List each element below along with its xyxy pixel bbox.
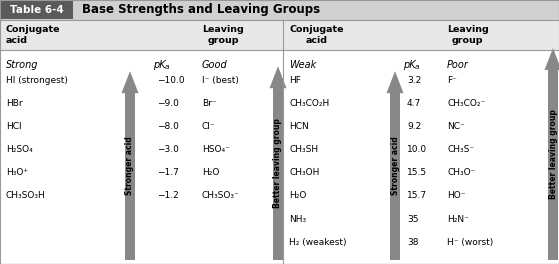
Text: −1.7: −1.7 bbox=[157, 168, 179, 177]
Text: HCN: HCN bbox=[289, 122, 309, 131]
Text: H⁻ (worst): H⁻ (worst) bbox=[447, 238, 493, 247]
Text: F⁻: F⁻ bbox=[447, 76, 457, 84]
Polygon shape bbox=[386, 71, 404, 93]
Text: HSO₄⁻: HSO₄⁻ bbox=[202, 145, 230, 154]
Text: Conjugate
acid: Conjugate acid bbox=[6, 25, 60, 45]
Bar bbox=[125, 93, 135, 260]
Bar bbox=[1, 1, 73, 19]
Text: Better leaving group: Better leaving group bbox=[273, 118, 282, 208]
Text: Stronger acid: Stronger acid bbox=[391, 136, 400, 195]
Text: 15.5: 15.5 bbox=[407, 168, 427, 177]
Text: CH₃SH: CH₃SH bbox=[289, 145, 318, 154]
Text: Table 6-4: Table 6-4 bbox=[10, 5, 64, 15]
Text: CH₃SO₃⁻: CH₃SO₃⁻ bbox=[202, 191, 240, 200]
Text: HI (strongest): HI (strongest) bbox=[6, 76, 68, 84]
Text: Leaving
group: Leaving group bbox=[447, 25, 489, 45]
Text: H₃O⁺: H₃O⁺ bbox=[6, 168, 28, 177]
Text: 9.2: 9.2 bbox=[407, 122, 421, 131]
Text: 10.0: 10.0 bbox=[407, 145, 427, 154]
Bar bbox=[0, 50, 559, 263]
Text: −10.0: −10.0 bbox=[157, 76, 184, 84]
Polygon shape bbox=[269, 66, 287, 88]
Text: HBr: HBr bbox=[6, 99, 22, 108]
Text: Stronger acid: Stronger acid bbox=[126, 136, 135, 195]
Text: Base Strengths and Leaving Groups: Base Strengths and Leaving Groups bbox=[82, 3, 320, 16]
Text: a: a bbox=[415, 64, 419, 69]
Bar bbox=[0, 20, 559, 50]
Text: −3.0: −3.0 bbox=[157, 145, 179, 154]
Bar bbox=[390, 93, 400, 260]
Text: Cl⁻: Cl⁻ bbox=[202, 122, 216, 131]
Text: −8.0: −8.0 bbox=[157, 122, 179, 131]
Text: 4.7: 4.7 bbox=[407, 99, 421, 108]
Text: H₂ (weakest): H₂ (weakest) bbox=[289, 238, 347, 247]
Bar bbox=[273, 88, 283, 260]
Text: Weak: Weak bbox=[289, 60, 316, 70]
Text: 38: 38 bbox=[407, 238, 419, 247]
Text: pK: pK bbox=[153, 60, 165, 70]
Text: CH₃O⁻: CH₃O⁻ bbox=[447, 168, 475, 177]
Text: Poor: Poor bbox=[447, 60, 469, 70]
Polygon shape bbox=[121, 71, 139, 93]
Text: CH₃S⁻: CH₃S⁻ bbox=[447, 145, 474, 154]
Text: Good: Good bbox=[202, 60, 228, 70]
Text: 35: 35 bbox=[407, 215, 419, 224]
Text: NH₃: NH₃ bbox=[289, 215, 306, 224]
Text: Leaving
group: Leaving group bbox=[202, 25, 244, 45]
Text: I⁻ (best): I⁻ (best) bbox=[202, 76, 239, 84]
Text: Conjugate
acid: Conjugate acid bbox=[289, 25, 343, 45]
Bar bbox=[0, 0, 559, 20]
Text: −9.0: −9.0 bbox=[157, 99, 179, 108]
Text: 3.2: 3.2 bbox=[407, 76, 421, 84]
Text: NC⁻: NC⁻ bbox=[447, 122, 465, 131]
Text: Better leaving group: Better leaving group bbox=[548, 109, 557, 199]
Text: a: a bbox=[165, 64, 169, 69]
Text: H₂SO₄: H₂SO₄ bbox=[6, 145, 33, 154]
Text: HO⁻: HO⁻ bbox=[447, 191, 466, 200]
Text: CH₃CO₂⁻: CH₃CO₂⁻ bbox=[447, 99, 485, 108]
Text: H₂O: H₂O bbox=[289, 191, 306, 200]
Bar bbox=[548, 70, 558, 260]
Text: CH₃CO₂H: CH₃CO₂H bbox=[289, 99, 329, 108]
Text: Strong: Strong bbox=[6, 60, 39, 70]
Text: HCl: HCl bbox=[6, 122, 22, 131]
Text: pK: pK bbox=[403, 60, 416, 70]
Text: 15.7: 15.7 bbox=[407, 191, 427, 200]
Text: Br⁻: Br⁻ bbox=[202, 99, 217, 108]
Polygon shape bbox=[544, 48, 559, 70]
Text: CH₃SO₃H: CH₃SO₃H bbox=[6, 191, 46, 200]
Text: H₂O: H₂O bbox=[202, 168, 219, 177]
Text: H₂N⁻: H₂N⁻ bbox=[447, 215, 469, 224]
Text: HF: HF bbox=[289, 76, 301, 84]
Text: CH₃OH: CH₃OH bbox=[289, 168, 319, 177]
Text: −1.2: −1.2 bbox=[157, 191, 179, 200]
